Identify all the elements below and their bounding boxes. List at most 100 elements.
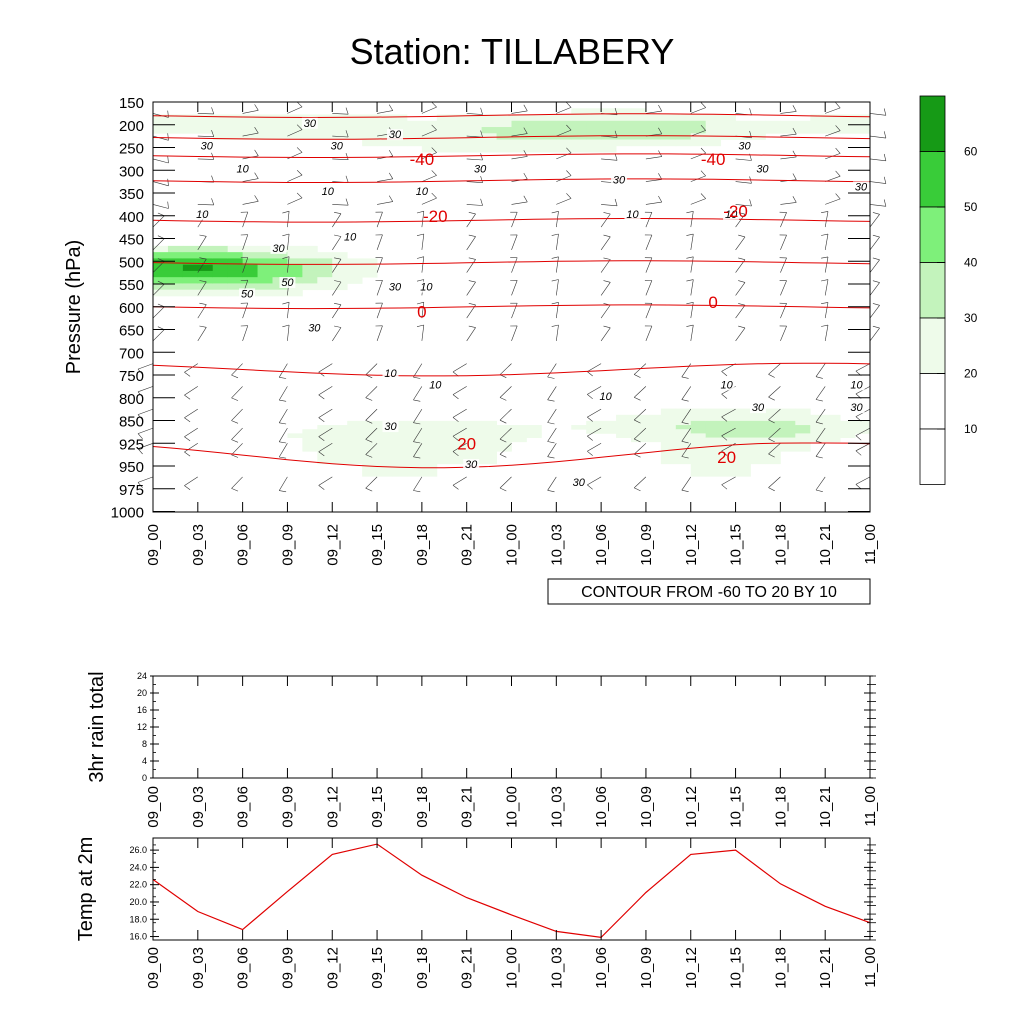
speed-fill-cell [616,420,632,426]
rain-plot-frame [152,675,871,779]
wind-barb [152,215,165,228]
wind-barb [184,408,198,419]
speed-fill-cell [825,425,841,430]
speed-fill-cell [645,420,662,426]
contour-label: 10 [416,186,429,198]
wind-barb-flag [872,325,880,329]
wind-barb [600,259,611,273]
wind-barb [825,198,841,205]
wind-barb [197,158,214,160]
speed-fill-cell [153,264,169,272]
rain-x-tick-label: 09_06 [235,786,252,828]
wind-barb-flag [883,153,887,161]
speed-fill-cell [481,114,497,122]
contour-label-bg [386,129,403,141]
colorbar-label: 60 [964,145,978,159]
wind-barb-flag [587,435,593,441]
speed-fill-cell [362,437,378,443]
wind-barb [735,204,752,207]
speed-fill-cell [840,127,856,134]
wind-barb-flag [681,422,689,425]
speed-fill-cell [317,277,333,284]
contour-label: 10 [720,379,733,391]
speed-fill-cell [750,120,766,128]
speed-fill-cell [496,425,512,430]
speed-fill-cell [436,437,453,443]
speed-fill-cell [810,127,826,134]
speed-fill-cell [645,437,662,443]
speed-fill-cell [511,425,527,430]
speed-fill-cell [227,127,244,134]
speed-fill-cell [242,270,258,278]
wind-barb [780,133,797,137]
wind-barb-flag [634,419,641,424]
wind-barb-flag [681,489,689,492]
wind-barb [601,135,618,138]
wind-barb [869,181,886,184]
speed-fill-cell [302,245,318,253]
speed-fill-cell [257,264,273,272]
wind-barb [152,329,165,342]
speed-fill-cell [690,420,707,426]
speed-fill-cell [780,408,796,416]
wind-barb-flag [431,147,437,153]
speed-fill-cell [421,429,438,434]
wind-barb [197,135,214,137]
wind-barb-flag [468,212,476,215]
temp-x-tick-label: 10_03 [548,947,565,989]
speed-fill-cell [705,429,722,434]
wind-barb [645,257,653,273]
speed-fill-cell [302,283,318,291]
wind-barb-flag [431,192,437,199]
temperature-isoline [152,304,871,310]
speed-fill-cell [526,429,542,434]
speed-fill-cell [660,433,677,438]
speed-fill-cell [840,429,856,434]
speed-fill-cell [840,420,856,426]
speed-fill-cell [720,437,736,443]
wind-barb [231,427,243,440]
wind-barb-flag [231,397,239,401]
wind-barb-flag [231,420,239,424]
speed-fill-cell [810,429,826,434]
speed-fill-cell [317,258,333,266]
wind-barb [600,327,611,342]
speed-fill-cell [317,283,333,291]
temp-x-tick-label: 09_18 [414,947,431,989]
speed-fill-cell [317,441,333,452]
contour-label: 30 [384,421,397,433]
wind-barb-flag [282,210,290,214]
wind-barb [365,476,378,489]
speed-fill-cell [451,425,468,430]
speed-fill-cell [780,441,796,452]
rain-x-tick-label: 10_06 [593,786,610,828]
speed-fill-cell [406,433,423,438]
speed-fill-cell [690,441,707,452]
wind-barb-flag [413,376,421,379]
wind-barb-flag [700,147,706,154]
speed-fill-cell [645,133,662,140]
wind-barb [413,386,423,401]
wind-barb-flag [468,234,476,237]
speed-fill-cell [750,414,766,422]
speed-fill-cell [272,252,288,259]
wind-barb-flag [551,302,559,305]
speed-fill-cell [750,451,766,465]
wind-barb-flag [413,441,421,444]
speed-fill-cell [302,258,318,266]
wind-barb [601,158,618,161]
wind-barb [318,427,333,437]
speed-fill-cell [616,108,632,115]
speed-fill-cell [631,133,647,140]
speed-fill-cell [212,133,229,140]
speed-fill-cell [601,120,617,128]
wind-barb [137,408,154,415]
wind-barb [365,386,378,398]
wind-barb [421,211,425,228]
wind-barb-flag [721,435,728,441]
wind-barb [332,327,342,342]
wind-barb-flag [681,441,689,444]
wind-barb-flag [835,102,841,109]
main-x-tick-label: 10_18 [772,524,789,566]
rain-y-tick-label: 8 [142,739,147,749]
